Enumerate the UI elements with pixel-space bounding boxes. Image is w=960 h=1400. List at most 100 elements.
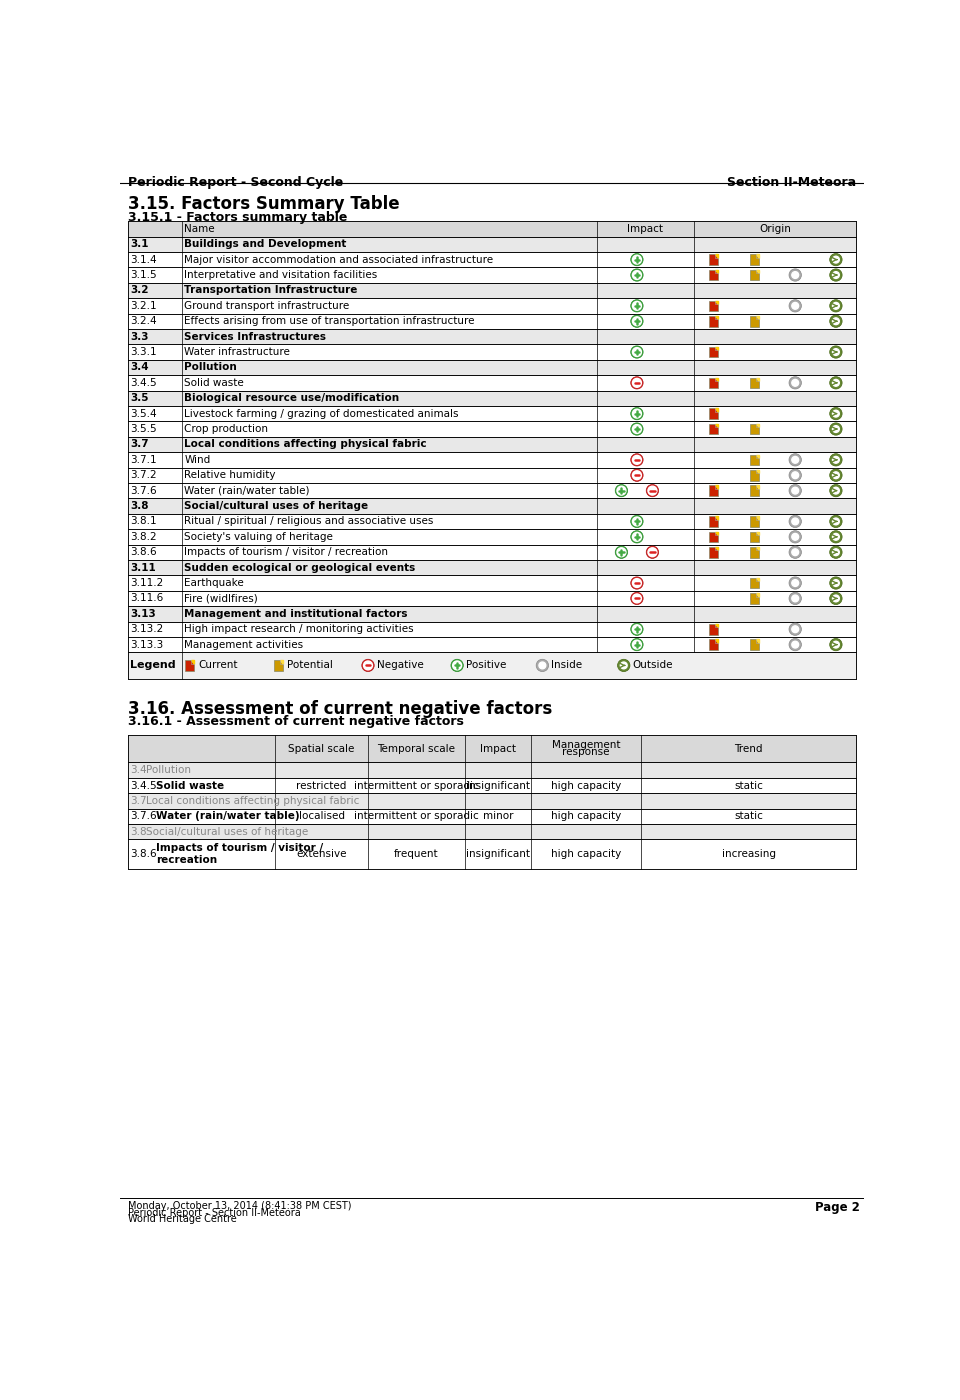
Circle shape — [832, 487, 839, 494]
Circle shape — [829, 546, 842, 559]
FancyBboxPatch shape — [750, 547, 759, 557]
FancyBboxPatch shape — [275, 661, 283, 671]
Text: Temporal scale: Temporal scale — [377, 743, 455, 753]
Circle shape — [362, 659, 374, 672]
Circle shape — [832, 533, 839, 540]
FancyBboxPatch shape — [750, 378, 759, 388]
Polygon shape — [715, 255, 718, 258]
Circle shape — [620, 662, 627, 669]
FancyBboxPatch shape — [128, 763, 856, 778]
Text: Pollution: Pollution — [184, 363, 237, 372]
Polygon shape — [756, 255, 759, 258]
Polygon shape — [191, 661, 194, 664]
Polygon shape — [715, 486, 718, 489]
Circle shape — [633, 470, 641, 480]
FancyBboxPatch shape — [128, 406, 856, 421]
Circle shape — [539, 662, 546, 669]
Circle shape — [631, 423, 643, 435]
FancyBboxPatch shape — [128, 825, 856, 840]
Polygon shape — [756, 594, 759, 596]
FancyBboxPatch shape — [128, 468, 856, 483]
FancyBboxPatch shape — [128, 575, 856, 591]
FancyBboxPatch shape — [128, 622, 856, 637]
Text: 3.3.1: 3.3.1 — [130, 347, 156, 357]
Text: 3.4: 3.4 — [130, 363, 149, 372]
Polygon shape — [715, 378, 718, 381]
Circle shape — [792, 472, 799, 479]
Text: World Heritage Centre: World Heritage Centre — [128, 1214, 236, 1225]
FancyBboxPatch shape — [128, 545, 856, 560]
Circle shape — [792, 379, 799, 386]
Circle shape — [633, 532, 641, 542]
Text: 3.11: 3.11 — [130, 563, 156, 573]
Circle shape — [789, 531, 802, 543]
Text: 3.13: 3.13 — [130, 609, 156, 619]
Text: Monday, October 13, 2014 (8:41:38 PM CEST): Monday, October 13, 2014 (8:41:38 PM CES… — [128, 1201, 351, 1211]
Circle shape — [829, 577, 842, 589]
Polygon shape — [715, 316, 718, 319]
Circle shape — [792, 272, 799, 279]
Polygon shape — [756, 578, 759, 581]
Polygon shape — [756, 316, 759, 319]
Polygon shape — [715, 270, 718, 273]
Circle shape — [364, 661, 372, 669]
FancyBboxPatch shape — [709, 640, 718, 650]
Text: high capacity: high capacity — [551, 848, 621, 860]
Text: 3.13.2: 3.13.2 — [130, 624, 163, 634]
Circle shape — [617, 547, 626, 557]
Circle shape — [631, 531, 643, 543]
Circle shape — [789, 454, 802, 466]
FancyBboxPatch shape — [128, 498, 856, 514]
Circle shape — [633, 347, 641, 357]
Text: Current: Current — [199, 661, 238, 671]
FancyBboxPatch shape — [128, 237, 856, 252]
FancyBboxPatch shape — [128, 809, 856, 825]
Text: 3.7.2: 3.7.2 — [130, 470, 156, 480]
Text: 3.16.1 - Assessment of current negative factors: 3.16.1 - Assessment of current negative … — [128, 715, 464, 728]
Text: Sudden ecological or geological events: Sudden ecological or geological events — [184, 563, 416, 573]
Circle shape — [792, 549, 799, 556]
FancyBboxPatch shape — [750, 578, 759, 588]
Circle shape — [631, 454, 643, 466]
Text: 3.3: 3.3 — [130, 332, 149, 342]
Circle shape — [829, 592, 842, 605]
Text: Local conditions affecting physical fabric: Local conditions affecting physical fabr… — [146, 797, 359, 806]
Text: increasing: increasing — [722, 848, 776, 860]
Text: Society's valuing of heritage: Society's valuing of heritage — [184, 532, 333, 542]
Polygon shape — [715, 409, 718, 412]
Text: Section II-Meteora: Section II-Meteora — [727, 176, 856, 189]
Circle shape — [631, 407, 643, 420]
Text: Crop production: Crop production — [184, 424, 269, 434]
FancyBboxPatch shape — [750, 640, 759, 650]
Circle shape — [832, 410, 839, 417]
Circle shape — [648, 547, 657, 557]
Circle shape — [792, 626, 799, 633]
Text: high capacity: high capacity — [551, 781, 621, 791]
Circle shape — [615, 546, 628, 559]
Text: high capacity: high capacity — [551, 812, 621, 822]
Circle shape — [792, 456, 799, 463]
FancyBboxPatch shape — [128, 514, 856, 529]
FancyBboxPatch shape — [709, 301, 718, 311]
FancyBboxPatch shape — [128, 375, 856, 391]
Text: Outside: Outside — [633, 661, 673, 671]
Text: Legend: Legend — [130, 661, 176, 671]
FancyBboxPatch shape — [750, 486, 759, 496]
FancyBboxPatch shape — [128, 391, 856, 406]
Polygon shape — [715, 517, 718, 519]
FancyBboxPatch shape — [128, 421, 856, 437]
Text: Services Infrastructures: Services Infrastructures — [184, 332, 326, 342]
Circle shape — [631, 592, 643, 605]
Circle shape — [829, 484, 842, 497]
Circle shape — [633, 424, 641, 434]
Circle shape — [633, 624, 641, 634]
FancyBboxPatch shape — [128, 267, 856, 283]
Text: Ritual / spiritual / religious and associative uses: Ritual / spiritual / religious and assoc… — [184, 517, 434, 526]
Circle shape — [633, 455, 641, 465]
Text: Major visitor accommodation and associated infrastructure: Major visitor accommodation and associat… — [184, 255, 493, 265]
Text: 3.8.6: 3.8.6 — [130, 547, 156, 557]
FancyBboxPatch shape — [128, 483, 856, 498]
Text: insignificant: insignificant — [466, 781, 530, 791]
Circle shape — [832, 256, 839, 263]
Polygon shape — [756, 547, 759, 550]
